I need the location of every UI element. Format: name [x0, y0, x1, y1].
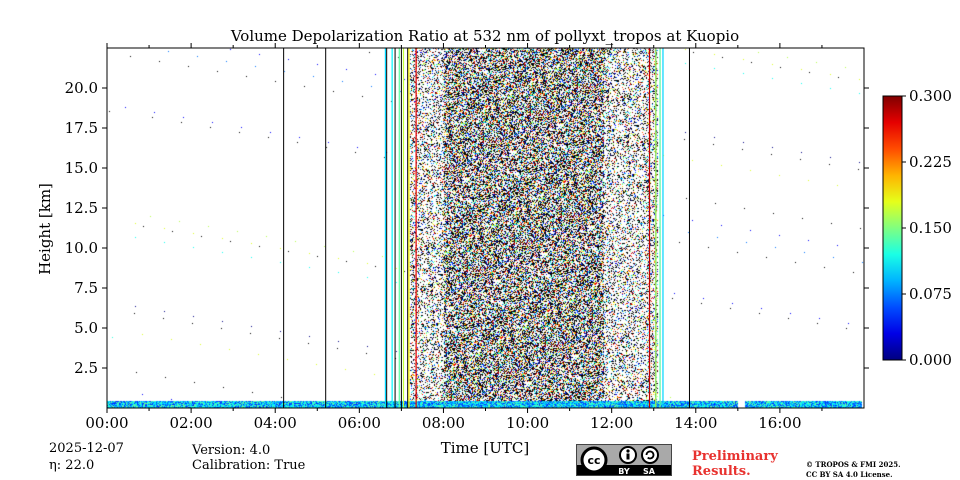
preliminary-line-1: Preliminary — [692, 449, 778, 464]
y-tick-label: 5.0 — [74, 319, 98, 337]
axes: 00:00 02:00 04:00 06:00 08:00 10:00 12:00 14:00… — [65, 43, 869, 432]
y-tick-label: 17.5 — [65, 119, 98, 137]
footer-date: 2025-12-07 — [49, 441, 124, 456]
footer-eta: η: 22.0 — [49, 458, 95, 473]
y-tick-label: 20.0 — [65, 79, 98, 97]
x-tick-label: 08:00 — [422, 414, 465, 432]
footer-version: Version: 4.0 — [192, 443, 271, 458]
colorbar-tick-label: 0.000 — [909, 351, 952, 369]
x-tick-label: 12:00 — [590, 414, 633, 432]
copyright-line-2: CC BY SA 4.0 License. — [806, 470, 893, 479]
cc-license-badge: cc BY SA — [576, 444, 672, 476]
colorbar-tick-label: 0.075 — [909, 285, 952, 303]
chart-title: Volume Depolarization Ratio at 532 nm of… — [230, 27, 739, 45]
y-axis-label: Height [km] — [36, 183, 54, 275]
colorbar-tick-label: 0.150 — [909, 219, 952, 237]
y-tick-label: 2.5 — [74, 359, 98, 377]
x-tick-label: 00:00 — [85, 414, 128, 432]
cc-icon — [580, 446, 608, 474]
x-tick-label: 04:00 — [254, 414, 297, 432]
colorbar-tick-label: 0.225 — [909, 153, 952, 171]
svg-text:cc: cc — [587, 454, 600, 467]
copyright-line-1: © TROPOS & FMI 2025. — [806, 460, 901, 469]
depolarization-field — [107, 48, 864, 408]
x-tick-label: 16:00 — [758, 414, 801, 432]
preliminary-line-2: Results. — [692, 464, 751, 479]
x-axis-label: Time [UTC] — [441, 439, 530, 457]
x-tick-label: 06:00 — [338, 414, 381, 432]
footer-calibration: Calibration: True — [192, 458, 306, 473]
share-alike-icon — [641, 446, 659, 464]
svg-text:BY: BY — [618, 467, 630, 475]
y-tick-label: 15.0 — [65, 159, 98, 177]
svg-text:SA: SA — [643, 467, 656, 475]
y-tick-label: 12.5 — [65, 199, 98, 217]
preliminary-results-label: Preliminary Results. — [692, 449, 778, 479]
colorbar-bar — [882, 95, 903, 361]
x-tick-label: 14:00 — [674, 414, 717, 432]
copyright-notice: © TROPOS & FMI 2025. CC BY SA 4.0 Licens… — [806, 460, 901, 480]
colorbar: 0.000 0.075 0.150 0.225 0.300 — [882, 87, 952, 369]
x-tick-label: 02:00 — [169, 414, 212, 432]
plot-area — [107, 48, 864, 408]
y-tick-label: 7.5 — [74, 279, 98, 297]
x-tick-label: 10:00 — [506, 414, 549, 432]
y-tick-label: 10.0 — [65, 239, 98, 257]
colorbar-tick-label: 0.300 — [909, 87, 952, 105]
